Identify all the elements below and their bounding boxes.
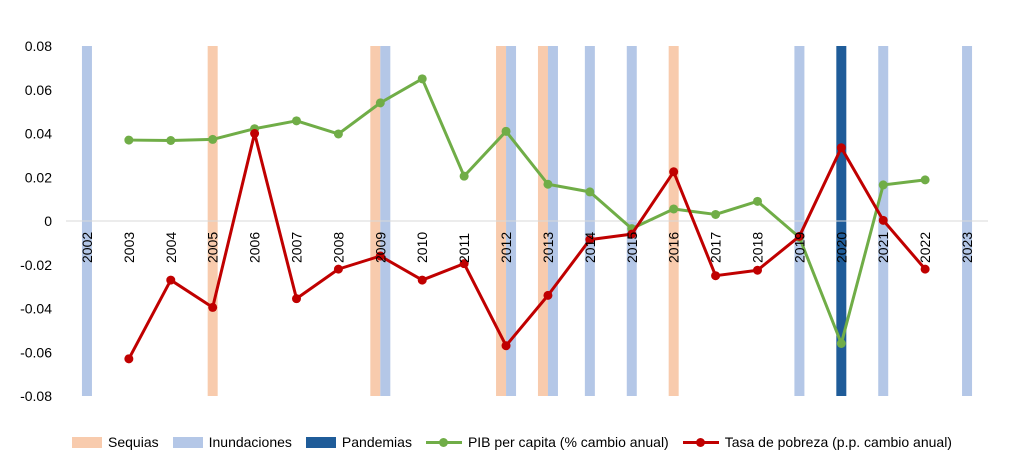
legend-label: Pandemias <box>341 434 412 450</box>
series-line-0 <box>128 77 926 345</box>
data-point-1-2008 <box>333 264 343 274</box>
x-tick-label-2008: 2008 <box>330 232 346 263</box>
legend-item-pandemias: Pandemias <box>305 434 412 450</box>
legend-swatch <box>305 436 336 448</box>
y-tick-label: -0.08 <box>20 388 52 404</box>
data-point-1-2010 <box>417 275 427 285</box>
legend-label: PIB per capita (% cambio anual) <box>467 434 669 450</box>
x-tick-label-2017: 2017 <box>708 232 724 263</box>
data-point-1-2006 <box>250 129 260 138</box>
data-point-0-2013 <box>543 179 553 189</box>
chart: 0.08 0.06 0.04 0.02 0 -0.02 -0.04 -0.06 -0.08 20… <box>20 38 988 404</box>
legend: Sequias Inundaciones Pandemias PIB per capi… <box>0 430 1024 454</box>
data-point-0-2011 <box>459 171 469 181</box>
data-point-1-2017 <box>711 271 721 281</box>
data-point-0-2016 <box>669 204 679 214</box>
x-tick-label-2012: 2012 <box>498 232 514 263</box>
data-point-1-2021 <box>878 215 888 225</box>
data-point-1-2018 <box>753 265 762 275</box>
data-point-1-2007 <box>292 294 301 304</box>
data-point-0-2009 <box>375 98 385 108</box>
x-tick-label-2015: 2015 <box>624 232 640 263</box>
x-tick-label-2019: 2019 <box>791 232 807 263</box>
data-point-0-2004 <box>166 136 176 145</box>
legend-label: Sequias <box>108 434 159 450</box>
x-tick-label-2009: 2009 <box>372 232 388 263</box>
x-tick-label-2016: 2016 <box>666 232 682 263</box>
data-point-1-2019 <box>794 231 804 241</box>
y-tick-label: -0.06 <box>20 344 52 360</box>
x-axis-ticks: 2002 2003 2004 2005 2006 2007 2008 2009 2010 2011… <box>79 232 975 263</box>
data-point-1-2004 <box>166 275 176 285</box>
legend-swatch <box>72 436 103 448</box>
data-point-0-2008 <box>333 129 343 139</box>
x-tick-label-2020: 2020 <box>833 232 849 263</box>
legend-label: Tasa de pobreza (p.p. cambio anual) <box>724 434 952 450</box>
y-tick-label: -0.04 <box>20 301 52 317</box>
data-point-0-2007 <box>292 116 301 126</box>
data-point-0-2012 <box>501 126 511 136</box>
x-tick-label-2023: 2023 <box>959 232 975 263</box>
legend-label: Inundaciones <box>208 434 292 450</box>
data-point-1-2011 <box>459 259 469 269</box>
series-line-1 <box>127 132 927 360</box>
data-point-1-2014 <box>585 235 595 245</box>
legend-item-series-1: Tasa de pobreza (p.p. cambio anual) <box>682 434 952 450</box>
x-tick-label-2014: 2014 <box>582 232 598 263</box>
x-tick-label-2002: 2002 <box>79 232 95 263</box>
data-point-0-2017 <box>711 209 721 219</box>
data-point-0-2014 <box>585 187 595 197</box>
data-point-0-2005 <box>208 134 218 144</box>
y-tick-label: 0 <box>44 213 52 229</box>
legend-item-sequias: Sequias <box>72 434 159 450</box>
data-point-0-2003 <box>124 135 134 145</box>
data-point-1-2016 <box>669 167 679 177</box>
x-tick-label-2003: 2003 <box>121 232 137 263</box>
x-tick-label-2021: 2021 <box>875 232 891 263</box>
data-point-0-2021 <box>878 180 888 190</box>
data-point-1-2009 <box>375 251 385 261</box>
x-tick-label-2007: 2007 <box>289 232 305 263</box>
data-point-0-2010 <box>417 74 427 84</box>
x-tick-label-2013: 2013 <box>540 232 556 263</box>
x-tick-label-2010: 2010 <box>414 232 430 263</box>
y-axis-ticks: 0.08 0.06 0.04 0.02 0 -0.02 -0.04 -0.06 -0.08 <box>20 38 52 404</box>
y-tick-label: 0.06 <box>25 82 52 98</box>
y-tick-label: 0.02 <box>25 169 52 185</box>
x-tick-label-2004: 2004 <box>163 232 179 263</box>
legend-line-swatch <box>682 437 719 448</box>
x-tick-label-2018: 2018 <box>750 232 766 263</box>
data-point-0-2022 <box>920 175 930 185</box>
data-point-1-2003 <box>124 354 134 364</box>
x-tick-label-2005: 2005 <box>205 232 221 263</box>
data-point-1-2020 <box>836 143 846 153</box>
y-tick-label: 0.08 <box>25 38 52 54</box>
data-point-1-2013 <box>543 290 553 300</box>
data-point-1-2012 <box>501 341 511 351</box>
x-tick-label-2011: 2011 <box>456 233 472 263</box>
legend-item-series-0: PIB per capita (% cambio anual) <box>425 434 669 450</box>
legend-line-swatch <box>425 437 462 448</box>
legend-swatch <box>172 436 203 448</box>
y-tick-label: -0.02 <box>20 257 52 273</box>
legend-item-inundaciones: Inundaciones <box>172 434 292 450</box>
data-point-0-2018 <box>753 196 762 206</box>
x-tick-label-2006: 2006 <box>247 232 263 263</box>
series-lines <box>124 74 930 364</box>
x-tick-label-2022: 2022 <box>917 232 933 263</box>
y-tick-label: 0.04 <box>25 126 52 142</box>
data-point-0-2020 <box>836 339 846 348</box>
data-point-1-2015 <box>627 229 637 239</box>
data-point-1-2005 <box>208 302 218 312</box>
data-point-1-2022 <box>920 264 930 274</box>
